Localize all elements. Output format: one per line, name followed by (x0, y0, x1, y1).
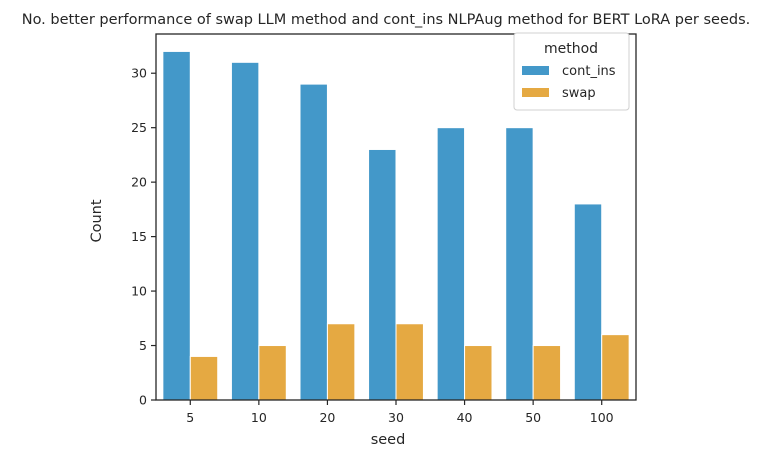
x-tick-label: 10 (251, 410, 267, 425)
bar-swap-50 (532, 345, 562, 401)
bar-cont_ins-10 (230, 61, 260, 401)
y-tick-label: 10 (131, 284, 147, 299)
bar-swap-30 (395, 323, 424, 401)
legend-swatch-cont_ins (522, 66, 549, 75)
y-tick-label: 0 (139, 393, 147, 408)
y-tick-label: 30 (131, 66, 147, 81)
x-tick-label: 30 (388, 410, 404, 425)
bar-cont_ins-30 (368, 148, 397, 401)
bar-cont_ins-20 (299, 83, 328, 401)
x-tick-label: 50 (525, 410, 541, 425)
bar-cont_ins-50 (505, 127, 534, 401)
legend-label-swap: swap (562, 86, 596, 101)
bar-cont_ins-5 (162, 50, 191, 401)
bar-swap-10 (258, 345, 287, 401)
bars-layer (162, 50, 630, 401)
bar-cont_ins-40 (436, 127, 466, 401)
bar-swap-20 (326, 323, 356, 401)
bar-cont_ins-100 (573, 203, 603, 401)
bar-swap-100 (601, 334, 630, 401)
x-tick-label: 20 (319, 410, 335, 425)
x-tick-label: 40 (457, 410, 473, 425)
bar-swap-40 (464, 345, 493, 401)
y-tick-label: 20 (131, 175, 147, 190)
y-tick-label: 5 (139, 338, 147, 353)
x-axis-label: seed (371, 432, 406, 448)
x-axis-ticks: 5 10 20 30 40 50 100 (186, 400, 614, 425)
x-tick-label: 100 (590, 410, 614, 425)
y-tick-label: 25 (131, 120, 147, 135)
x-tick-label: 5 (186, 410, 194, 425)
bar-swap-5 (189, 355, 219, 401)
legend-title: method (544, 41, 598, 57)
legend-swatch-swap (522, 88, 549, 97)
y-axis-label: Count (89, 199, 105, 242)
legend-label-cont_ins: cont_ins (562, 64, 616, 79)
y-axis-ticks: 0 5 10 15 20 25 30 (131, 66, 156, 408)
chart-title: No. better performance of swap LLM metho… (22, 12, 751, 28)
y-tick-label: 15 (131, 229, 147, 244)
